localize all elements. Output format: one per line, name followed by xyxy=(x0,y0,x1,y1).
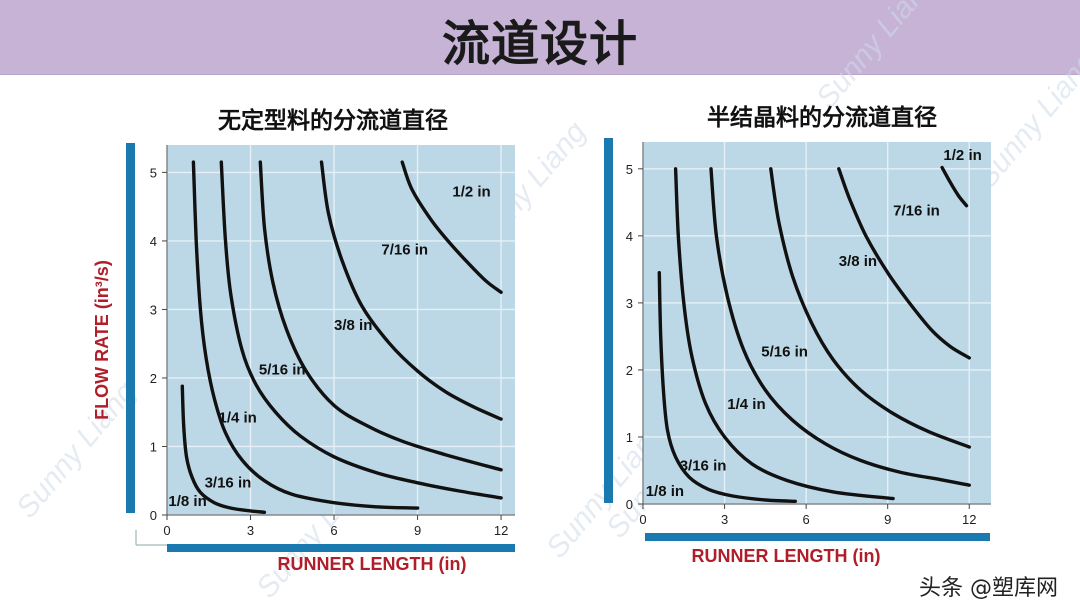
curve-5-16-in xyxy=(769,167,971,449)
curve-label-3-8-in: 3/8 in xyxy=(839,253,877,270)
x-tick-label: 12 xyxy=(962,512,976,527)
y-tick-label: 5 xyxy=(150,165,157,180)
x-tick-label: 0 xyxy=(639,512,646,527)
x-tick-label: 9 xyxy=(414,523,421,538)
x-tick-label: 12 xyxy=(494,523,508,538)
curve-label-1-4-in: 1/4 in xyxy=(219,410,257,427)
y-tick-label: 0 xyxy=(626,497,633,512)
x-tick-label: 0 xyxy=(163,523,170,538)
curve-1-4-in xyxy=(709,167,971,487)
y-tick-label: 5 xyxy=(626,162,633,177)
watermark-text: Sunny Liang xyxy=(10,375,143,524)
curve-3-16-in xyxy=(673,167,895,501)
watermark-text: Sunny Liang xyxy=(810,0,943,114)
curve-1-8-in xyxy=(180,384,267,514)
x-axis-label: RUNNER LENGTH (in) xyxy=(278,554,467,574)
y-tick-label: 0 xyxy=(150,508,157,523)
x-tick-label: 3 xyxy=(721,512,728,527)
y-tick-label: 4 xyxy=(150,234,157,249)
curve-label-7-16-in: 7/16 in xyxy=(893,203,940,220)
curve-label-3-16-in: 3/16 in xyxy=(205,475,252,492)
curve-3-8-in xyxy=(837,167,971,360)
curve-label-7-16-in: 7/16 in xyxy=(381,242,428,259)
curve-label-3-16-in: 3/16 in xyxy=(680,457,727,474)
x-tick-label: 9 xyxy=(884,512,891,527)
curve-label-3-8-in: 3/8 in xyxy=(334,317,372,334)
x-axis-label: RUNNER LENGTH (in) xyxy=(692,546,881,566)
plot-area xyxy=(643,142,991,504)
curve-label-1-8-in: 1/8 in xyxy=(646,483,684,500)
x-axis-bar xyxy=(167,544,515,552)
y-axis-bar xyxy=(604,138,613,503)
curve-3-16-in xyxy=(191,160,420,510)
curve-1-4-in xyxy=(219,160,503,500)
curve-label-1-2-in: 1/2 in xyxy=(452,183,490,200)
curve-5-16-in xyxy=(258,160,503,472)
curve-label-1-2-in: 1/2 in xyxy=(943,147,981,164)
y-tick-label: 4 xyxy=(626,229,633,244)
curve-7-16-in xyxy=(400,160,503,294)
chart-title: 无定型料的分流道直径 xyxy=(218,107,448,133)
curve-1-8-in xyxy=(657,271,797,503)
y-tick-label: 1 xyxy=(150,439,157,454)
x-tick-label: 3 xyxy=(247,523,254,538)
y-tick-label: 3 xyxy=(150,302,157,317)
y-tick-label: 3 xyxy=(626,296,633,311)
curve-label-1-8-in: 1/8 in xyxy=(168,493,206,510)
y-tick-label: 1 xyxy=(626,430,633,445)
x-tick-label: 6 xyxy=(330,523,337,538)
curve-label-1-4-in: 1/4 in xyxy=(727,396,765,413)
curve-1-2-in xyxy=(940,165,969,208)
curve-label-5-16-in: 5/16 in xyxy=(761,344,808,361)
y-tick-label: 2 xyxy=(626,363,633,378)
y-tick-label: 2 xyxy=(150,371,157,386)
y-axis-label: FLOW RATE (in³/s) xyxy=(92,260,112,420)
title-bar: 流道设计 xyxy=(0,0,1080,75)
x-axis-bar xyxy=(645,533,990,541)
x-tick-label: 6 xyxy=(803,512,810,527)
page-title: 流道设计 xyxy=(441,16,638,72)
chart-title: 半结晶料的分流道直径 xyxy=(707,104,937,130)
curve-label-5-16-in: 5/16 in xyxy=(259,362,306,379)
y-axis-bar xyxy=(126,143,135,513)
curve-3-8-in xyxy=(319,160,503,421)
footer-credit: 头条 @塑库网 xyxy=(919,576,1058,601)
